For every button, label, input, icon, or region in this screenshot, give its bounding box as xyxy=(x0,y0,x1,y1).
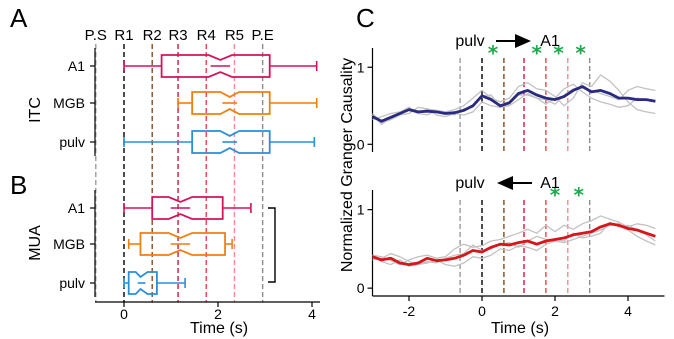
panel-a-category-label: MGB xyxy=(53,95,85,111)
panel-a-box-mgb xyxy=(191,91,271,115)
panel-a-box-pulv xyxy=(191,130,271,154)
panel-c-bottom-gray-series-1 xyxy=(372,215,656,266)
panel-b-category-label: MGB xyxy=(53,236,85,252)
panel-c-xlabel: Time (s) xyxy=(491,320,549,337)
panel-ab-xlabel: Time (s) xyxy=(190,320,248,337)
panel-c-top-significance-star: * xyxy=(553,41,564,65)
panel-c-ylabel: Normalized Granger Causality xyxy=(339,58,356,272)
panel-c-top-label-to: A1 xyxy=(540,33,560,50)
panel-c-top-mean-series xyxy=(371,85,656,123)
x-tick-label: -2 xyxy=(403,303,416,319)
panel-c-top-gray-series-1 xyxy=(372,74,656,121)
x-tick-label: 2 xyxy=(214,306,222,322)
event-label-r4: R4 xyxy=(197,27,216,44)
panel-c-bottom-mean-series xyxy=(372,222,656,266)
panel-c-letter: C xyxy=(356,3,375,33)
panel-c-top-gray-series-2 xyxy=(372,83,656,124)
panel-c-bottom-label-from: pulv xyxy=(455,175,484,192)
x-tick-label: 4 xyxy=(624,303,632,319)
panel-a-box-a1 xyxy=(160,54,271,78)
event-label-r1: R1 xyxy=(114,27,133,44)
panel-a-category-label: A1 xyxy=(68,58,85,74)
event-label-r5: R5 xyxy=(225,27,244,44)
panel-a-category-label: pulv xyxy=(59,134,85,150)
x-tick-label: 0 xyxy=(478,303,486,319)
panel-c-top-y-tick-label: 1 xyxy=(357,59,365,75)
x-tick-label: 0 xyxy=(120,306,128,322)
event-label-ps: P.S xyxy=(85,27,107,44)
panel-b-letter: B xyxy=(10,170,27,200)
panel-c-bottom-significance-star: * xyxy=(573,183,584,207)
panel-c-bottom-arrow-head xyxy=(497,176,513,190)
panel-b-box-pulv xyxy=(127,271,158,295)
event-label-r3: R3 xyxy=(168,27,187,44)
significance-bracket xyxy=(268,207,276,283)
panel-c-top-significance-star: * xyxy=(532,41,543,65)
panel-c-top-label-from: pulv xyxy=(455,33,484,50)
panel-c-bottom-y-tick-label: 1 xyxy=(357,202,365,218)
panel-c-top-significance-star: * xyxy=(488,41,499,65)
panel-b-box-mgb xyxy=(139,232,226,256)
panel-c-bottom-y-tick-label: 0 xyxy=(357,280,365,296)
panel-b-category-label: pulv xyxy=(59,275,85,291)
panel-c-bottom-significance-star: * xyxy=(550,183,561,207)
panel-c-top-y-tick-label: 0 xyxy=(357,136,365,152)
event-label-r2: R2 xyxy=(143,27,162,44)
panel-c-top-arrow-head xyxy=(515,34,531,48)
panel-c-top-significance-star: * xyxy=(575,41,586,65)
event-label-pe: P.E xyxy=(252,27,274,44)
panel-b-box-a1 xyxy=(151,196,224,220)
x-tick-label: 2 xyxy=(551,303,559,319)
panel-c-bottom-label-to: A1 xyxy=(540,175,560,192)
panel-a-letter: A xyxy=(10,3,28,33)
panel-b-category-label: A1 xyxy=(68,200,85,216)
panel-ab-plot: P.S R1 R2 R3 R4 R5 P.E 0 2 4 A1 MGB pulv A1 MGB pulv xyxy=(53,27,320,322)
panel-b-ylabel: MUA xyxy=(27,225,44,261)
x-tick-label: 4 xyxy=(308,306,316,322)
panel-a-ylabel: ITC xyxy=(27,97,44,123)
